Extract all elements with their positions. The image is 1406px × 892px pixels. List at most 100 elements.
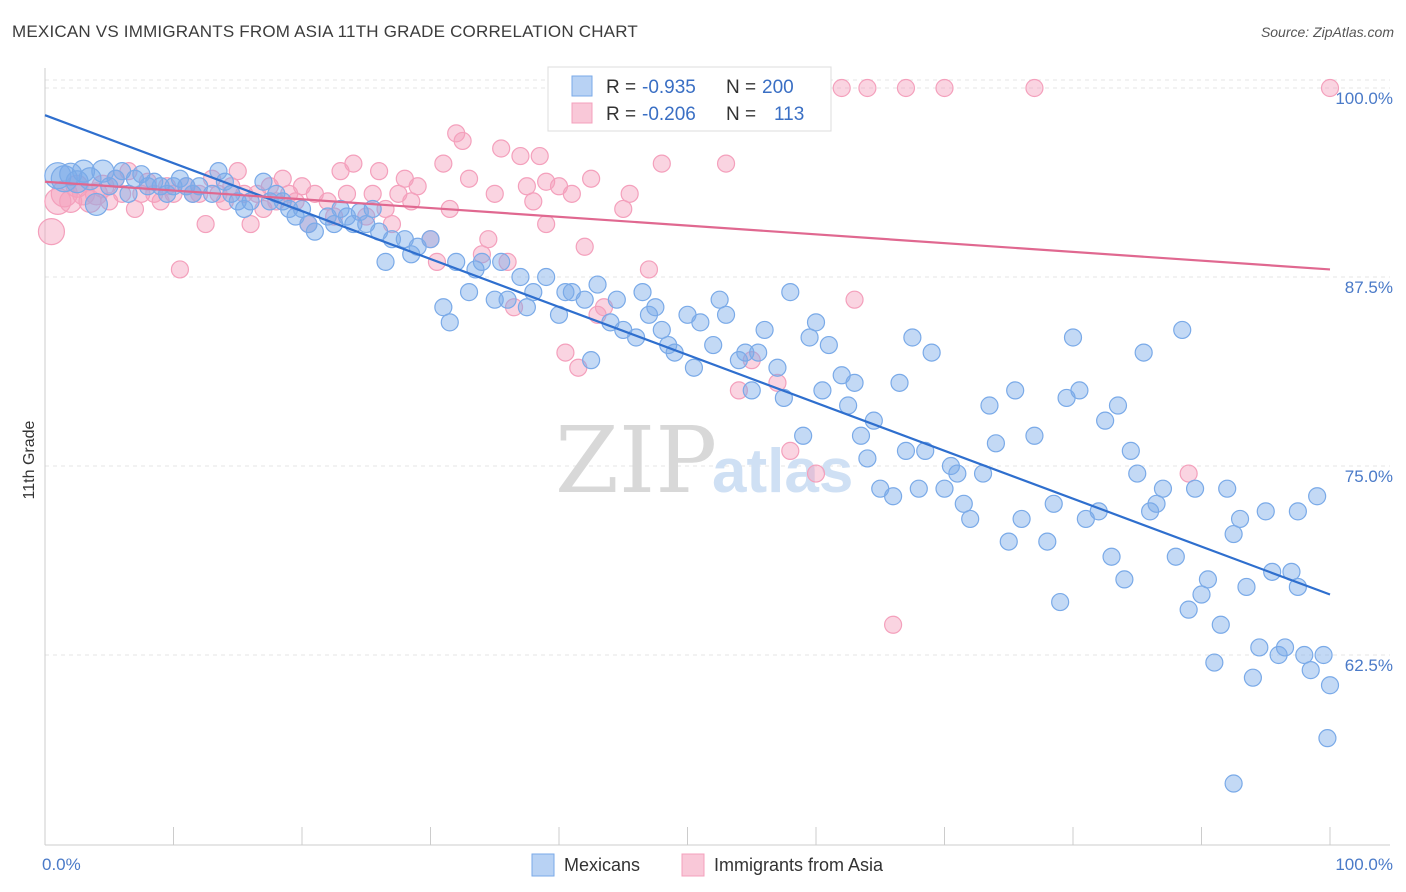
mexicans-point-162 xyxy=(1269,645,1288,665)
bottom-legend-swatch-mexicans xyxy=(531,853,555,877)
asia-point-55 xyxy=(408,177,427,196)
stats-legend-n-value-asia: 113 xyxy=(774,104,804,125)
mexicans-point-160 xyxy=(1256,502,1275,521)
mexicans-point-125 xyxy=(1006,381,1025,400)
asia-point-67 xyxy=(498,252,517,271)
mexicans-point-54 xyxy=(434,298,453,317)
trend-line-asia xyxy=(44,180,1331,271)
stats-legend-swatch-mexicans xyxy=(571,75,593,97)
mexicans-point-72 xyxy=(588,275,607,294)
trend-lines xyxy=(44,114,1331,596)
bottom-legend-label-asia: Immigrants from Asia xyxy=(714,855,884,875)
trend-line-mexicans xyxy=(44,114,1331,596)
asia-point-13 xyxy=(125,199,145,219)
mexicans-point-133 xyxy=(1070,381,1089,400)
asia-point-20 xyxy=(170,260,190,279)
mexicans-point-66 xyxy=(537,267,556,287)
mexicans-point-110 xyxy=(890,373,909,392)
watermark-zip: ZIP xyxy=(555,407,717,514)
mexicans-point-130 xyxy=(1051,592,1070,612)
mexicans-point-165 xyxy=(1288,502,1307,521)
mexicans-point-92 xyxy=(749,343,768,362)
mexicans-point-70 xyxy=(575,290,594,309)
mexicans-point-159 xyxy=(1250,638,1269,657)
asia-point-98 xyxy=(845,290,864,309)
asia-point-74 xyxy=(556,343,575,362)
stats-legend-r-label-asia: R = xyxy=(606,104,636,125)
mexicans-point-113 xyxy=(909,479,928,498)
mexicans-point-41 xyxy=(331,199,350,219)
asia-point-31 xyxy=(241,214,260,234)
mexicans-point-38 xyxy=(305,222,324,241)
mexicans-point-85 xyxy=(691,313,710,332)
mexicans-point-57 xyxy=(459,283,479,302)
mexicans-point-21 xyxy=(183,184,202,203)
asia-point-91 xyxy=(729,381,749,400)
mexicans-point-145 xyxy=(1153,479,1173,498)
mexicans-point-158 xyxy=(1243,668,1263,687)
chart-source: Source: ZipAtlas.com xyxy=(1260,24,1394,40)
asia-point-48 xyxy=(363,184,382,203)
asia-point-95 xyxy=(781,441,800,460)
mexicans-point-60 xyxy=(485,290,504,309)
asia-point-106 xyxy=(537,172,556,191)
mexicans-point-99 xyxy=(806,313,826,332)
mexicans-point-156 xyxy=(1230,509,1250,529)
mexicans-point-93 xyxy=(755,320,774,340)
mexicans-point-128 xyxy=(1038,532,1057,551)
asia-point-66 xyxy=(492,139,511,158)
asia-point-0 xyxy=(37,218,66,246)
mexicans-point-94 xyxy=(768,358,787,377)
mexicans-point-95 xyxy=(774,388,793,408)
stats-legend: R = -0.935 N = 200 R = -0.206 N = 113 xyxy=(547,66,832,132)
mexicans-point-151 xyxy=(1198,570,1218,589)
stats-legend-n-label-asia: N = xyxy=(726,104,756,125)
asia-point-100 xyxy=(883,615,903,634)
mexicans-point-117 xyxy=(941,456,961,476)
mexicans-point-163 xyxy=(1275,638,1295,657)
mexicans-point-74 xyxy=(607,290,626,309)
y-tick-labels: 62.5% 75.0% 87.5% 100.0% xyxy=(1335,89,1393,675)
y-tick-label-3: 100.0% xyxy=(1335,89,1393,108)
asia-point-68 xyxy=(511,146,530,166)
y-tick-label-1: 75.0% xyxy=(1345,467,1393,486)
mexicans-point-101 xyxy=(819,335,838,355)
mexicans-point-139 xyxy=(1115,570,1134,589)
watermark: ZIP atlas xyxy=(555,407,853,514)
mexicans-point-146 xyxy=(1166,547,1185,566)
asia-point-62 xyxy=(459,169,479,188)
mexicans-point-89 xyxy=(729,351,749,370)
mexicans-point-48 xyxy=(376,252,395,271)
mexicans-point-136 xyxy=(1096,411,1115,430)
mexicans-point-166 xyxy=(1295,645,1314,665)
y-tick-label-2: 87.5% xyxy=(1345,278,1393,297)
asia-point-65 xyxy=(485,184,504,203)
mexicans-point-132 xyxy=(1063,328,1083,347)
mexicans-point-150 xyxy=(1192,585,1211,604)
mexicans-point-111 xyxy=(896,441,916,460)
asia-point-103 xyxy=(1025,78,1044,98)
mexicans-point-6 xyxy=(84,192,109,217)
mexicans-point-79 xyxy=(646,298,665,317)
y-axis-label: 11th Grade xyxy=(21,420,38,499)
asia-point-58 xyxy=(434,154,453,173)
mexicans-point-123 xyxy=(986,434,1006,453)
stats-legend-swatch-asia xyxy=(571,102,593,124)
x-tick-label-min: 0.0% xyxy=(42,855,81,874)
mexicans-point-28 xyxy=(235,199,254,219)
mexicans-point-141 xyxy=(1128,464,1147,483)
asia-point-107 xyxy=(582,169,601,188)
asia-point-64 xyxy=(479,230,498,249)
mexicans-point-4 xyxy=(71,159,96,183)
chart-title: MEXICAN VS IMMIGRANTS FROM ASIA 11TH GRA… xyxy=(12,22,638,41)
asia-point-82 xyxy=(620,184,639,203)
mexicans-point-77 xyxy=(633,283,652,302)
mexicans-point-172 xyxy=(1224,774,1243,793)
mexicans-point-143 xyxy=(1140,502,1160,521)
asia-point-61 xyxy=(453,131,472,151)
y-tick-label-0: 62.5% xyxy=(1345,656,1393,675)
mexicans-point-140 xyxy=(1121,441,1140,460)
asia-point-108 xyxy=(504,298,524,317)
mexicans-point-80 xyxy=(652,320,671,340)
